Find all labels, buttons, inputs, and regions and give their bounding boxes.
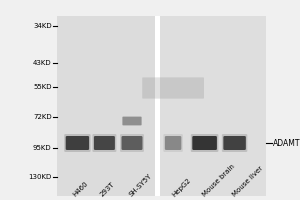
FancyBboxPatch shape xyxy=(66,136,89,150)
FancyBboxPatch shape xyxy=(165,136,181,150)
FancyBboxPatch shape xyxy=(142,77,204,99)
FancyBboxPatch shape xyxy=(57,16,156,196)
Text: H460: H460 xyxy=(72,181,90,198)
Text: 130KD: 130KD xyxy=(28,174,52,180)
FancyBboxPatch shape xyxy=(122,117,142,125)
Text: 293T: 293T xyxy=(99,181,116,198)
Text: HepG2: HepG2 xyxy=(171,177,192,198)
FancyBboxPatch shape xyxy=(122,136,142,150)
Text: Mouse liver: Mouse liver xyxy=(231,165,264,198)
FancyBboxPatch shape xyxy=(92,134,116,152)
FancyBboxPatch shape xyxy=(192,136,217,150)
FancyBboxPatch shape xyxy=(94,136,115,150)
FancyBboxPatch shape xyxy=(222,134,247,152)
FancyBboxPatch shape xyxy=(224,136,246,150)
Text: Mouse brain: Mouse brain xyxy=(201,163,236,198)
Text: ADAMTS4: ADAMTS4 xyxy=(273,138,300,148)
FancyBboxPatch shape xyxy=(159,16,266,196)
Text: 34KD: 34KD xyxy=(33,23,52,29)
Text: SH-SY5Y: SH-SY5Y xyxy=(128,173,153,198)
Text: 55KD: 55KD xyxy=(33,84,52,90)
FancyBboxPatch shape xyxy=(163,134,183,152)
Text: 72KD: 72KD xyxy=(33,114,52,120)
Text: 95KD: 95KD xyxy=(33,145,52,151)
FancyBboxPatch shape xyxy=(191,134,218,152)
FancyBboxPatch shape xyxy=(64,134,91,152)
Bar xyxy=(155,16,160,196)
FancyBboxPatch shape xyxy=(120,134,144,152)
Text: 43KD: 43KD xyxy=(33,60,52,66)
